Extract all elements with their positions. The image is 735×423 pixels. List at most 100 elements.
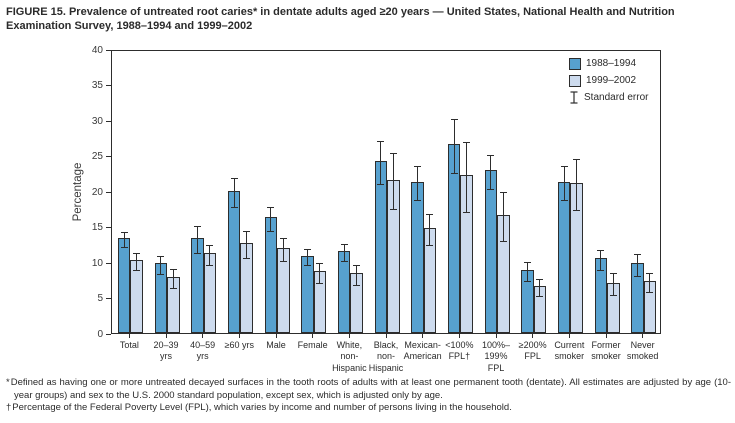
legend-label-1988-1994: 1988–1994 (586, 58, 637, 69)
y-tick-mark (106, 262, 111, 264)
error-bar-cap (267, 230, 275, 232)
error-bar (196, 226, 198, 254)
error-bar-cap (487, 188, 495, 190)
y-tick-mark (106, 298, 111, 299)
error-bar (600, 250, 602, 271)
y-tick-label: 5 (97, 293, 103, 304)
error-bar-cap (120, 247, 128, 249)
x-category-label: 100%– 199% FPL (481, 340, 511, 373)
error-bar-cap (499, 191, 507, 193)
bar-1988-1994 (411, 181, 424, 333)
footnote-fpl: †Percentage of the Federal Poverty Level… (6, 402, 731, 415)
error-bar (466, 142, 468, 213)
x-tick-mark (238, 334, 240, 338)
error-bar-cap (573, 210, 581, 212)
y-tick-label: 30 (91, 115, 103, 127)
error-bar (172, 269, 174, 289)
standard-error-icon (570, 91, 578, 104)
error-bar-cap (340, 261, 348, 263)
x-tick-mark (275, 334, 277, 338)
error-bar-cap (536, 296, 544, 298)
error-bar-cap (609, 273, 617, 275)
y-tick-mark (106, 85, 111, 86)
bar-1988-1994 (484, 170, 497, 333)
error-bar (392, 153, 394, 210)
footnote-marker: † (6, 402, 13, 414)
error-bar-cap (303, 264, 311, 266)
y-tick-mark (106, 156, 111, 157)
x-category-label: Female (297, 340, 328, 350)
error-bar-cap (279, 237, 287, 239)
y-tick-mark (106, 191, 111, 193)
error-bar-cap (340, 244, 348, 246)
footnote-definition: *Defined as having one or more untreated… (6, 377, 731, 402)
error-bar-cap (389, 153, 397, 155)
error-bar (649, 273, 651, 293)
error-bar-cap (243, 230, 251, 232)
footnote-marker: * (6, 377, 11, 388)
error-bar-cap (450, 118, 458, 120)
bar-1988-1994 (117, 237, 131, 333)
error-bar-cap (206, 245, 214, 247)
error-bar-cap (206, 264, 214, 266)
legend-label-1999-2002: 1999–2002 (586, 75, 637, 86)
y-tick-label: 25 (91, 151, 103, 162)
error-bar-cap (463, 211, 471, 213)
bar-1988-1994 (374, 161, 387, 333)
y-tick-label: 35 (91, 80, 103, 91)
error-bar-cap (523, 262, 531, 264)
figure-title: FIGURE 15. Prevalence of untreated root … (6, 6, 675, 33)
error-bar (209, 245, 211, 266)
error-bar-cap (523, 280, 531, 282)
error-bar (160, 256, 162, 275)
error-bar-cap (536, 279, 544, 281)
error-bar-cap (169, 269, 177, 271)
error-bar (123, 232, 125, 248)
x-category-label: Mexican- American (403, 340, 442, 362)
y-tick-label: 10 (91, 257, 103, 269)
error-bar (539, 279, 541, 297)
error-bar (636, 254, 638, 277)
error-bar-cap (133, 269, 141, 271)
y-tick-mark (106, 227, 111, 228)
error-bar (453, 119, 455, 174)
x-category-label: Black, non- Hispanic (368, 340, 404, 373)
error-bar-cap (157, 255, 165, 257)
x-tick-mark (202, 334, 204, 338)
error-bar (380, 141, 382, 185)
error-bar-cap (303, 249, 311, 251)
legend-item-1988-1994: 1988–1994 (569, 55, 648, 72)
error-bar (526, 262, 528, 282)
footnote-text: Percentage of the Federal Poverty Level … (12, 402, 512, 414)
x-category-label: White, non- Hispanic (332, 340, 367, 373)
error-bar-cap (560, 200, 568, 202)
x-tick-mark (348, 334, 350, 338)
error-bar (136, 253, 138, 271)
bar-1988-1994 (557, 181, 571, 333)
error-bar-cap (377, 141, 385, 143)
x-tick-mark (642, 334, 644, 338)
error-bar-cap (646, 291, 654, 293)
error-bar (576, 159, 578, 211)
error-bar (282, 238, 284, 262)
error-bar-cap (316, 262, 324, 264)
x-category-label: Total (119, 340, 139, 350)
bar-1988-1994 (337, 251, 351, 333)
error-bar-cap (413, 166, 421, 168)
error-bar (416, 166, 418, 201)
x-category-label: <100% FPL† (445, 340, 474, 362)
x-category-label: 20–39 yrs (153, 340, 179, 362)
legend-swatch-1999-2002 (569, 74, 581, 87)
error-bar-cap (646, 273, 654, 275)
error-bar-cap (133, 252, 141, 254)
x-category-label: Never smoked (626, 340, 659, 362)
error-bar-cap (560, 166, 568, 168)
error-bar-cap (230, 206, 238, 208)
y-tick-mark (106, 333, 111, 335)
error-bar-cap (267, 206, 275, 208)
error-bar-cap (597, 250, 605, 251)
bar-1988-1994 (264, 217, 277, 333)
error-bar-cap (353, 284, 361, 286)
x-category-label: 40–59 yrs (190, 340, 216, 362)
